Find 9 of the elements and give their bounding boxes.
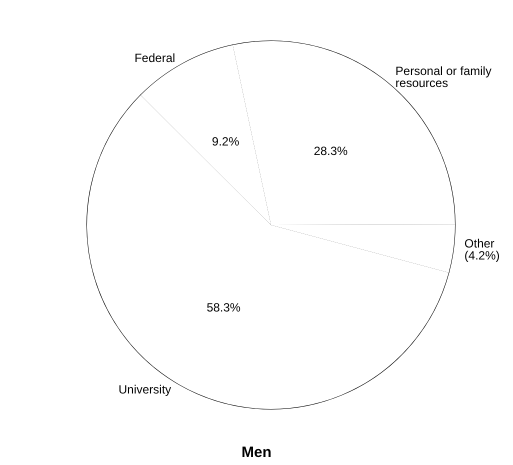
text: Men xyxy=(242,444,272,461)
slice-label: Other xyxy=(464,236,494,251)
data-label: 28.3% xyxy=(314,144,348,158)
slice-label: Personal or family resources xyxy=(395,64,495,90)
data-label: 58.3% xyxy=(206,300,241,314)
slice-label: Federal xyxy=(134,51,176,66)
data-label: 9.2% xyxy=(212,134,240,149)
slice-label: University xyxy=(118,382,172,397)
data-label: (4.2%) xyxy=(464,248,500,263)
